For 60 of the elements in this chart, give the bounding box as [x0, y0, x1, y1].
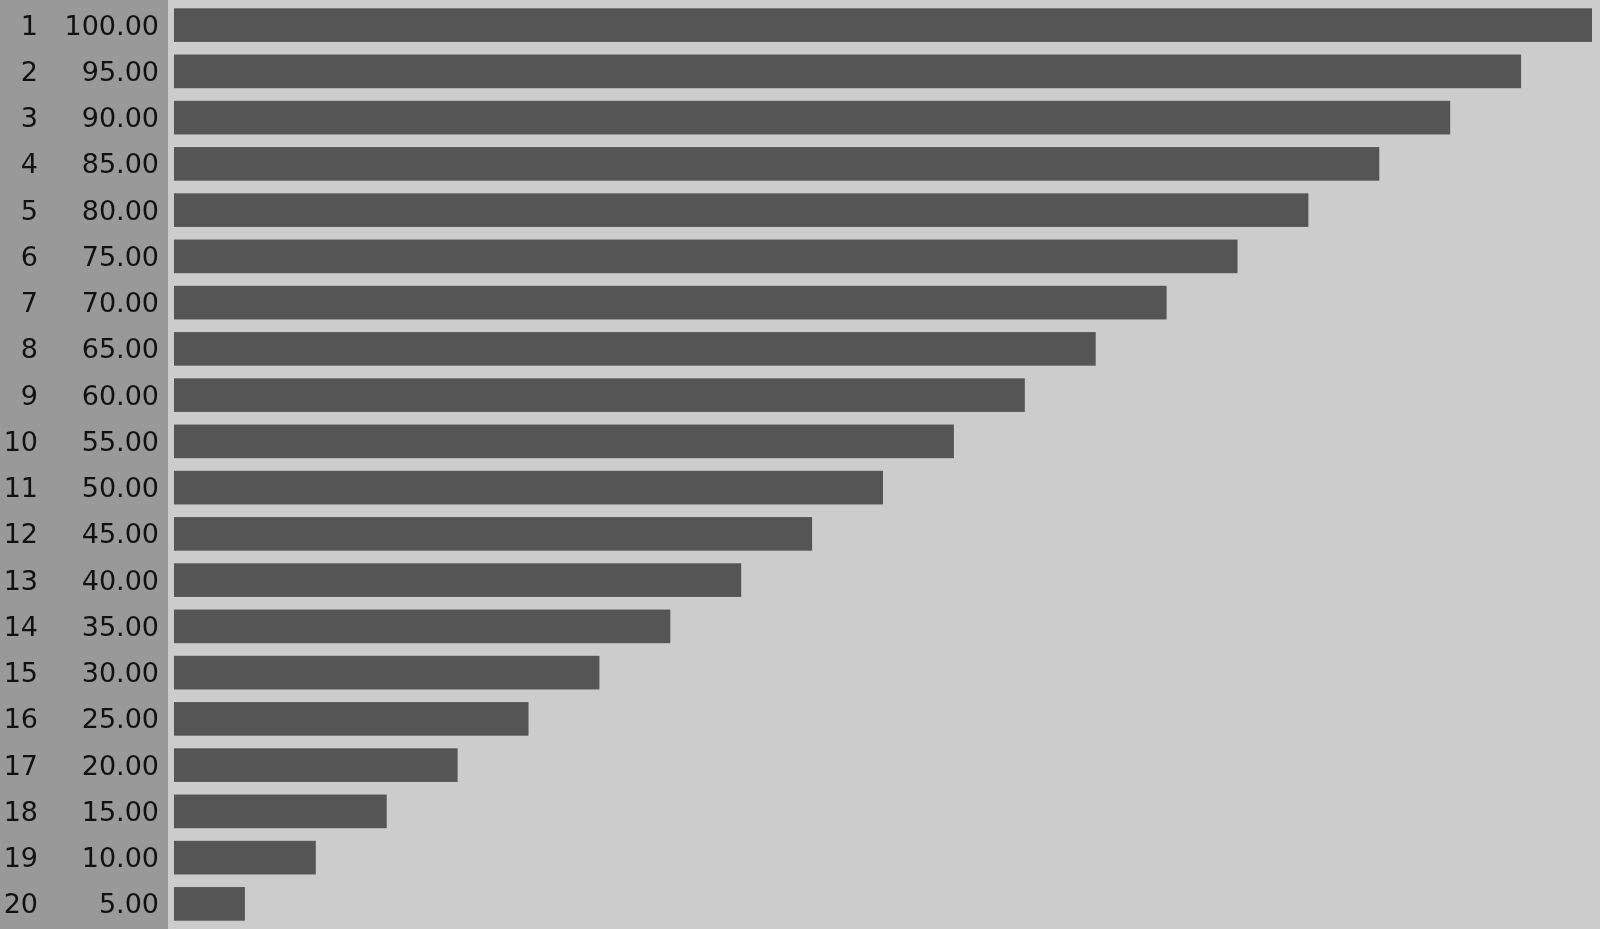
- y-tick-label: 13: [3, 564, 38, 596]
- bar: [174, 887, 245, 921]
- data-label: 75.00: [81, 240, 159, 272]
- bar: [174, 517, 813, 551]
- data-label: 95.00: [81, 55, 159, 87]
- y-tick-label: 7: [20, 287, 38, 319]
- y-tick-label: 5: [20, 194, 38, 226]
- bar: [174, 563, 742, 597]
- bar: [174, 100, 1451, 135]
- y-tick-label: 14: [3, 610, 38, 642]
- y-tick-label: 2: [20, 55, 38, 87]
- bar: [174, 470, 883, 505]
- bar: [174, 702, 529, 736]
- y-tick-label: 4: [20, 148, 38, 180]
- data-label: 40.00: [81, 564, 159, 596]
- y-tick-label: 19: [3, 842, 38, 874]
- bar: [174, 655, 600, 690]
- y-tick-label: 17: [3, 749, 38, 781]
- y-tick-label: 15: [3, 657, 38, 689]
- y-tick-label: 16: [3, 703, 38, 735]
- data-label: 70.00: [81, 287, 159, 319]
- y-tick-label: 8: [20, 333, 38, 365]
- bar: [174, 332, 1096, 366]
- bar: [174, 54, 1522, 89]
- y-tick-label: 9: [20, 379, 38, 411]
- bar: [174, 285, 1167, 320]
- bar: [174, 239, 1238, 274]
- y-tick-label: 18: [3, 795, 38, 827]
- data-label: 85.00: [81, 148, 159, 180]
- y-tick-label: 1: [20, 9, 38, 41]
- data-label: 55.00: [81, 425, 159, 457]
- bar: [174, 147, 1380, 181]
- data-label: 20.00: [81, 749, 159, 781]
- y-tick-label: 20: [3, 888, 38, 920]
- data-label: 100.00: [64, 9, 159, 41]
- data-label: 45.00: [81, 518, 159, 550]
- data-label: 50.00: [81, 472, 159, 504]
- data-label: 25.00: [81, 703, 159, 735]
- bar: [174, 748, 458, 782]
- bar: [174, 840, 316, 875]
- data-label: 5.00: [98, 888, 159, 920]
- bar: [174, 424, 954, 459]
- data-label: 60.00: [81, 379, 159, 411]
- bar: [174, 193, 1309, 227]
- data-label: 90.00: [81, 102, 159, 134]
- y-tick-label: 6: [20, 240, 38, 272]
- y-tick-label: 11: [3, 472, 38, 504]
- data-label: 65.00: [81, 333, 159, 365]
- bar: [174, 794, 387, 829]
- data-label: 30.00: [81, 657, 159, 689]
- y-tick-label: 10: [3, 425, 38, 457]
- data-label: 10.00: [81, 842, 159, 874]
- data-label: 15.00: [81, 795, 159, 827]
- bar: [174, 378, 1025, 412]
- data-label: 80.00: [81, 194, 159, 226]
- y-tick-label: 3: [20, 102, 38, 134]
- data-label: 35.00: [81, 610, 159, 642]
- bar: [174, 8, 1592, 42]
- y-tick-label: 12: [3, 518, 38, 550]
- bar: [174, 609, 671, 644]
